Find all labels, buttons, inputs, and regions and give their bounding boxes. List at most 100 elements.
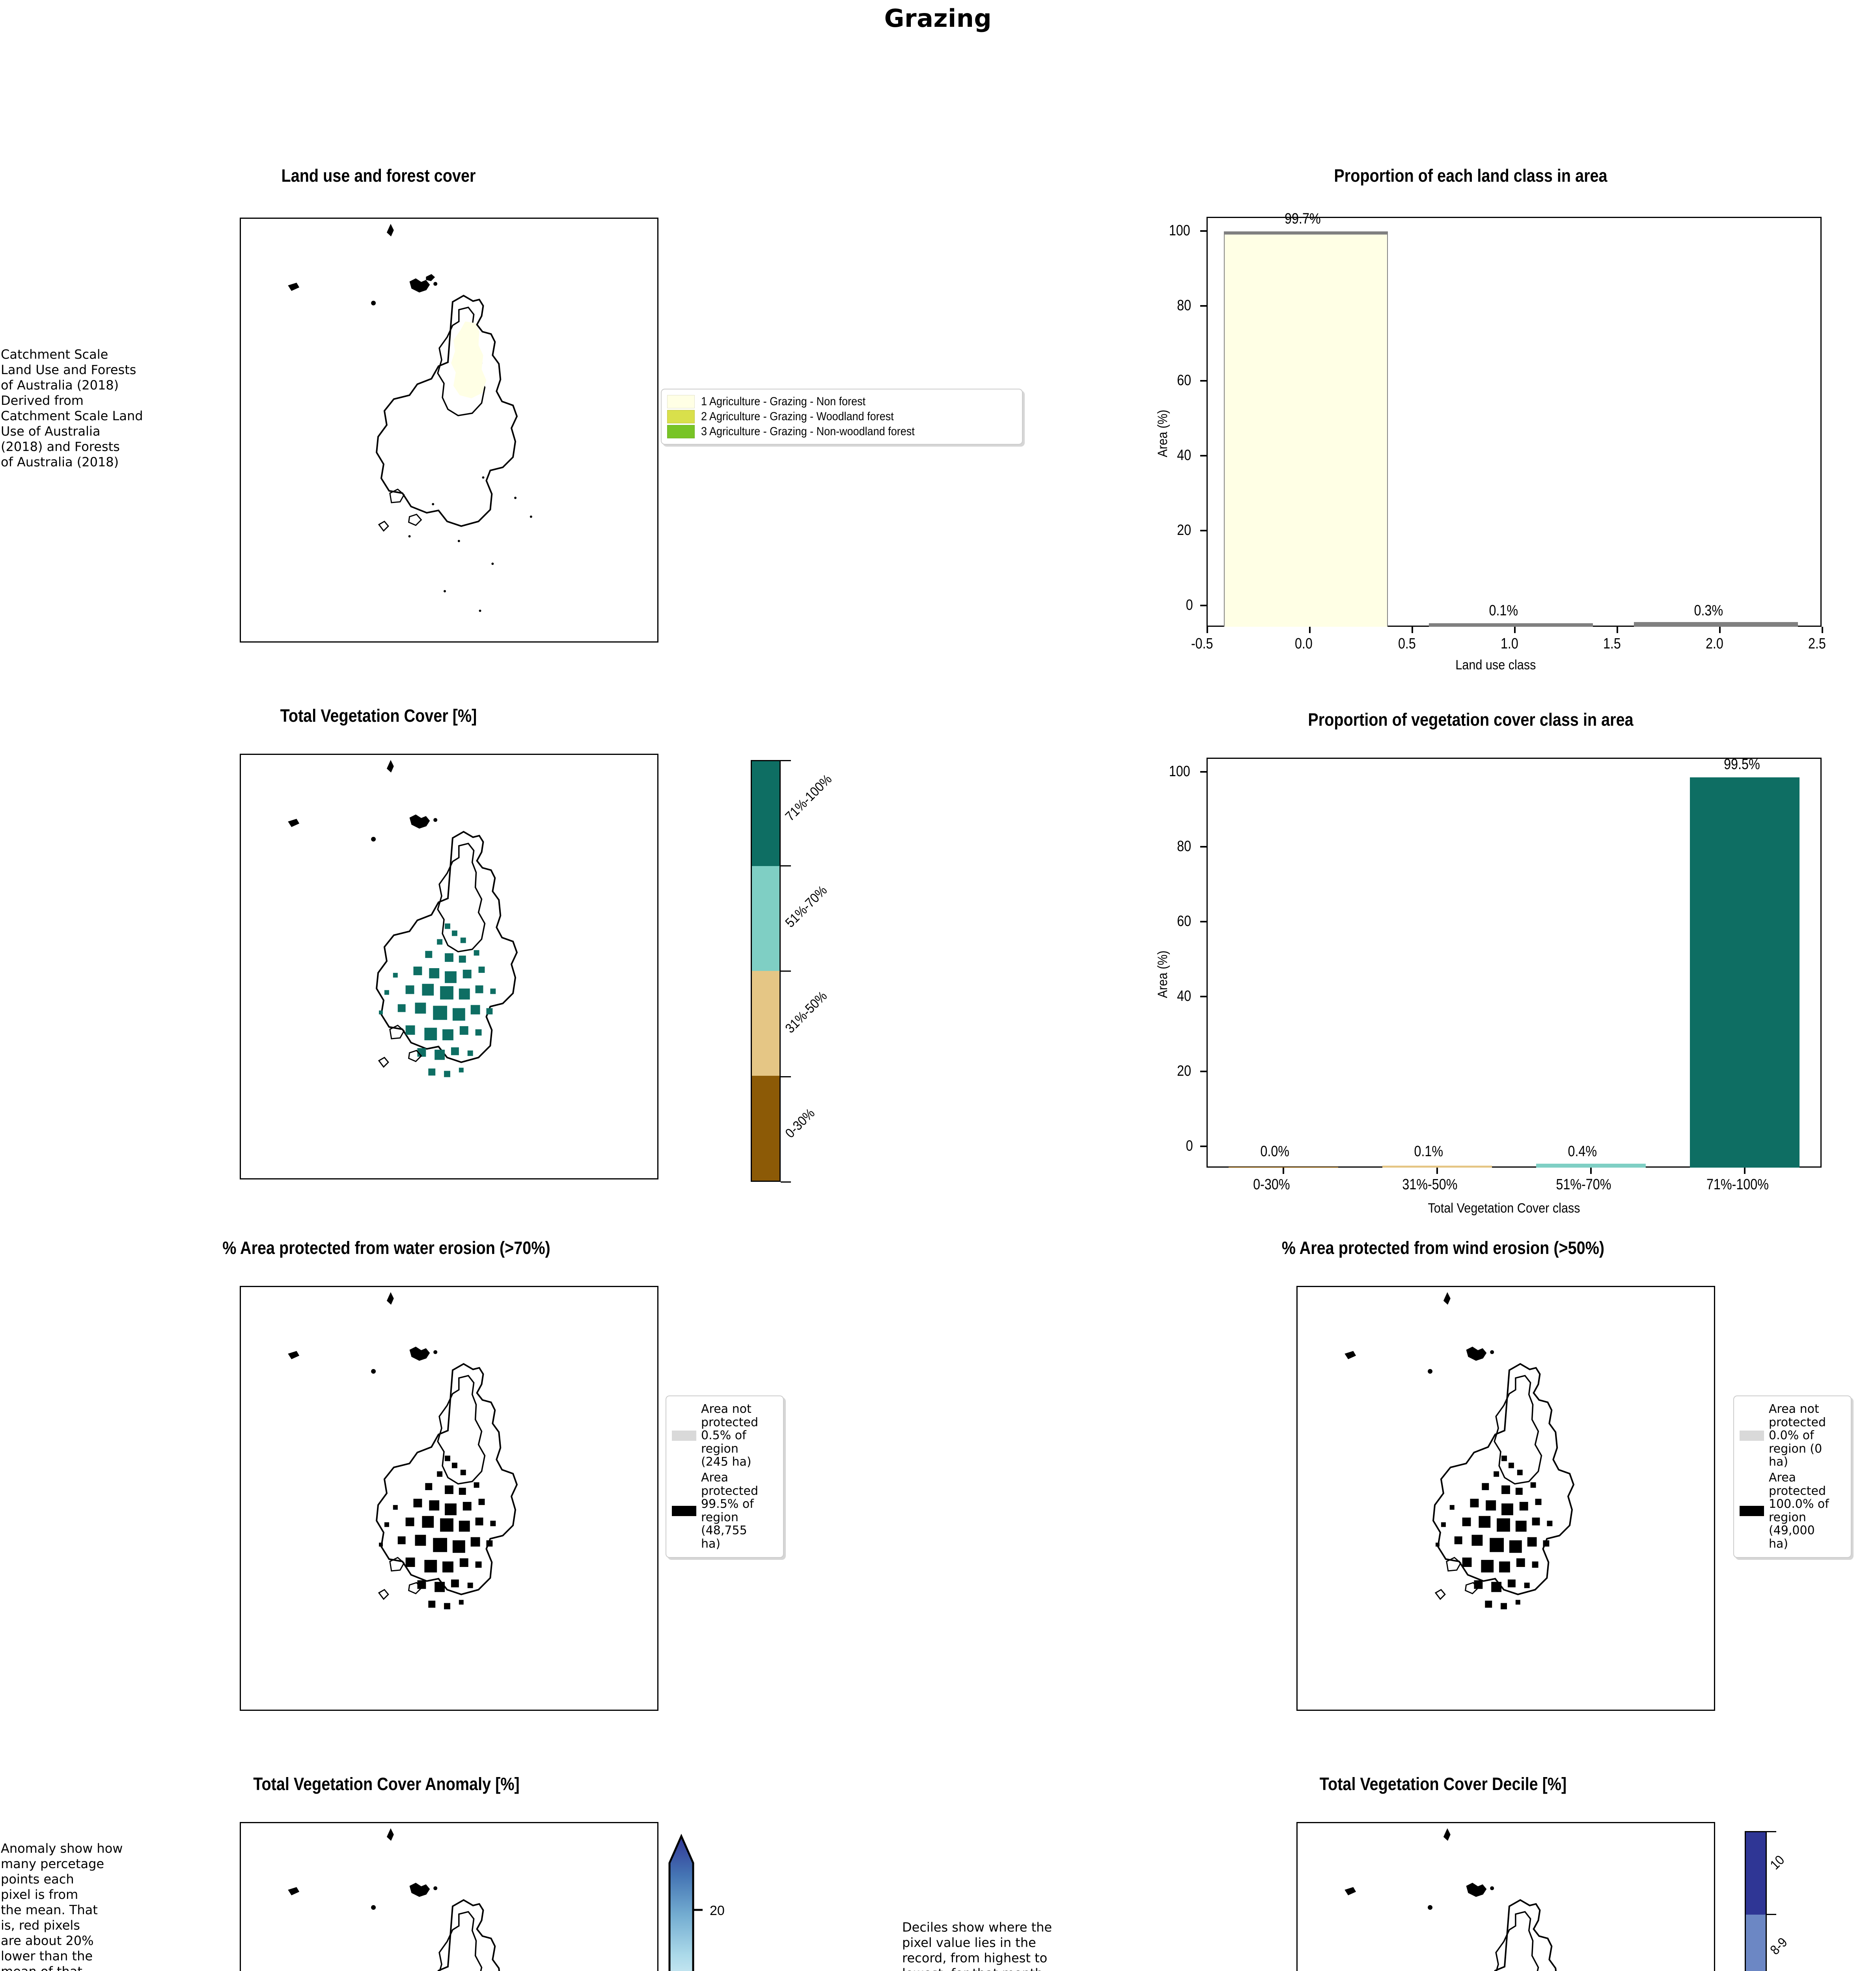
anomaly-tick-20: 20 <box>710 1903 725 1918</box>
label-area-protected: Area protected 99.5% of region (48,755 h… <box>701 1470 759 1551</box>
legend-item: Area not protected 0.5% of region (245 h… <box>672 1403 778 1469</box>
cbar-seg-8-9 <box>1746 1914 1766 1971</box>
anomaly-map-graphic <box>288 1828 500 1971</box>
legend-swatch-woodland <box>667 410 695 423</box>
ytick-20: 20 <box>1177 1063 1192 1079</box>
bar-label-veg-31-50: 0.1% <box>1414 1143 1443 1160</box>
veg-cover-map[interactable] <box>240 754 658 1179</box>
ytick-mark <box>1200 996 1207 997</box>
ytick-mark <box>1200 305 1207 307</box>
xtick-mark <box>1744 1168 1745 1174</box>
legend-item: Area not protected 0.0% of region (0 ha) <box>1740 1403 1845 1469</box>
wind-erosion-legend: Area not protected 0.0% of region (0 ha)… <box>1733 1395 1852 1558</box>
veg-chart-title: Proportion of vegetation cover class in … <box>1308 710 1634 730</box>
xtick-1.0: 1.0 <box>1500 635 1518 652</box>
bar-label-class-0: 99.7% <box>1285 211 1321 227</box>
cbar-seg-10 <box>1746 1832 1766 1915</box>
water-erosion-map-graphic <box>288 1292 518 1610</box>
ytick-mark <box>1200 771 1207 773</box>
landuse-chart: 100 80 60 40 20 0 99.7% 0.1% 0.3% -0.5 0… <box>1151 211 1853 678</box>
legend-swatch-nonforest <box>667 395 695 408</box>
legend-label-woodland: 2 Agriculture - Grazing - Woodland fores… <box>701 410 894 423</box>
cbar-label-0-30: 0-30% <box>782 1105 818 1141</box>
xtick-mark <box>1207 627 1208 633</box>
bar-veg-51-70 <box>1536 1164 1646 1168</box>
anomaly-note: Anomaly show how many percetage points e… <box>1 1841 123 1971</box>
bar-class-1 <box>1429 623 1593 627</box>
xtick-mark <box>1412 627 1413 633</box>
cbar-tickmark <box>781 865 791 866</box>
bar-class-0 <box>1224 231 1388 627</box>
bar-label-veg-71-100: 99.5% <box>1724 756 1760 773</box>
wind-erosion-map-graphic <box>1345 1292 1575 1610</box>
legend-swatch-nonwoodland <box>667 425 695 438</box>
water-erosion-map[interactable] <box>240 1286 658 1711</box>
xtick-veg-51-70: 51%-70% <box>1556 1176 1611 1193</box>
ytick-40: 40 <box>1177 447 1192 464</box>
ytick-mark <box>1200 605 1207 606</box>
cbar-seg-31-50 <box>752 971 779 1076</box>
landuse-map-title: Land use and forest cover <box>281 166 476 186</box>
decile-tickmark <box>1767 1831 1776 1832</box>
landuse-chart-title: Proportion of each land class in area <box>1334 166 1607 186</box>
ytick-mark <box>1200 230 1207 232</box>
ytick-mark <box>1200 1071 1207 1072</box>
ytick-mark <box>1200 846 1207 848</box>
xtick-veg-0-30: 0-30% <box>1253 1176 1290 1193</box>
veg-yaxis-label: Area (%) <box>1155 950 1170 998</box>
cbar-label-31-50: 31%-50% <box>782 988 830 1036</box>
bar-veg-0-30 <box>1229 1167 1338 1168</box>
cbar-tickmark <box>781 971 791 972</box>
cbar-label-71-100: 71%-100% <box>782 771 835 824</box>
bar-label-veg-0-30: 0.0% <box>1260 1143 1290 1160</box>
anomaly-colorbar <box>668 1833 703 1971</box>
ytick-mark <box>1200 1146 1207 1147</box>
bar-class-2 <box>1634 622 1798 627</box>
bar-label-class-1: 0.1% <box>1489 602 1518 619</box>
ytick-100: 100 <box>1169 763 1190 780</box>
xtick-0.5: 0.5 <box>1398 635 1416 652</box>
decile-title: Total Vegetation Cover Decile [%] <box>1319 1774 1567 1794</box>
decile-tickmark <box>1767 1914 1776 1915</box>
cbar-seg-51-70 <box>752 866 779 971</box>
xtick--0.5: -0.5 <box>1191 635 1213 652</box>
wind-erosion-title: % Area protected from wind erosion (>50%… <box>1281 1238 1605 1258</box>
ytick-80: 80 <box>1177 297 1192 314</box>
legend-label-nonwoodland: 3 Agriculture - Grazing - Non-woodland f… <box>701 425 915 438</box>
anomaly-title: Total Vegetation Cover Anomaly [%] <box>253 1774 520 1794</box>
decile-map[interactable] <box>1296 1822 1715 1971</box>
xtick-2.5: 2.5 <box>1808 635 1826 652</box>
xtick-mark <box>1309 627 1311 633</box>
xtick-mark <box>1590 1168 1592 1174</box>
ytick-0: 0 <box>1186 597 1193 613</box>
veg-colorbar <box>751 760 781 1182</box>
veg-map-title: Total Vegetation Cover [%] <box>280 706 477 726</box>
legend-item: Area protected 100.0% of region (49,000 … <box>1740 1471 1845 1551</box>
cbar-label-51-70: 51%-70% <box>782 883 830 931</box>
wind-erosion-map[interactable] <box>1296 1286 1715 1711</box>
landuse-xaxis-label: Land use class <box>1455 658 1536 673</box>
veg-cover-map-graphic <box>288 760 518 1077</box>
bar-veg-71-100 <box>1690 777 1800 1168</box>
ytick-mark <box>1200 921 1207 922</box>
swatch-area-not-protected <box>1740 1430 1764 1441</box>
xtick-1.5: 1.5 <box>1603 635 1621 652</box>
ytick-60: 60 <box>1177 913 1192 930</box>
swatch-area-not-protected <box>672 1430 696 1441</box>
landuse-map-graphic <box>288 224 532 612</box>
legend-item: 2 Agriculture - Grazing - Woodland fores… <box>667 410 1016 423</box>
ytick-mark <box>1200 455 1207 456</box>
xtick-mark <box>1822 627 1823 633</box>
decile-label-10: 10 <box>1767 1852 1788 1873</box>
ytick-0: 0 <box>1186 1138 1193 1154</box>
ytick-40: 40 <box>1177 988 1192 1004</box>
cbar-seg-0-30 <box>752 1076 779 1181</box>
landuse-map[interactable] <box>240 218 658 643</box>
water-erosion-legend: Area not protected 0.5% of region (245 h… <box>666 1395 784 1558</box>
xtick-2.0: 2.0 <box>1705 635 1723 652</box>
bar-label-class-2: 0.3% <box>1694 602 1723 619</box>
xtick-mark <box>1436 1168 1438 1174</box>
anomaly-map[interactable] <box>240 1822 658 1971</box>
veg-xaxis-label: Total Vegetation Cover class <box>1428 1201 1580 1216</box>
xtick-veg-31-50: 31%-50% <box>1402 1176 1458 1193</box>
